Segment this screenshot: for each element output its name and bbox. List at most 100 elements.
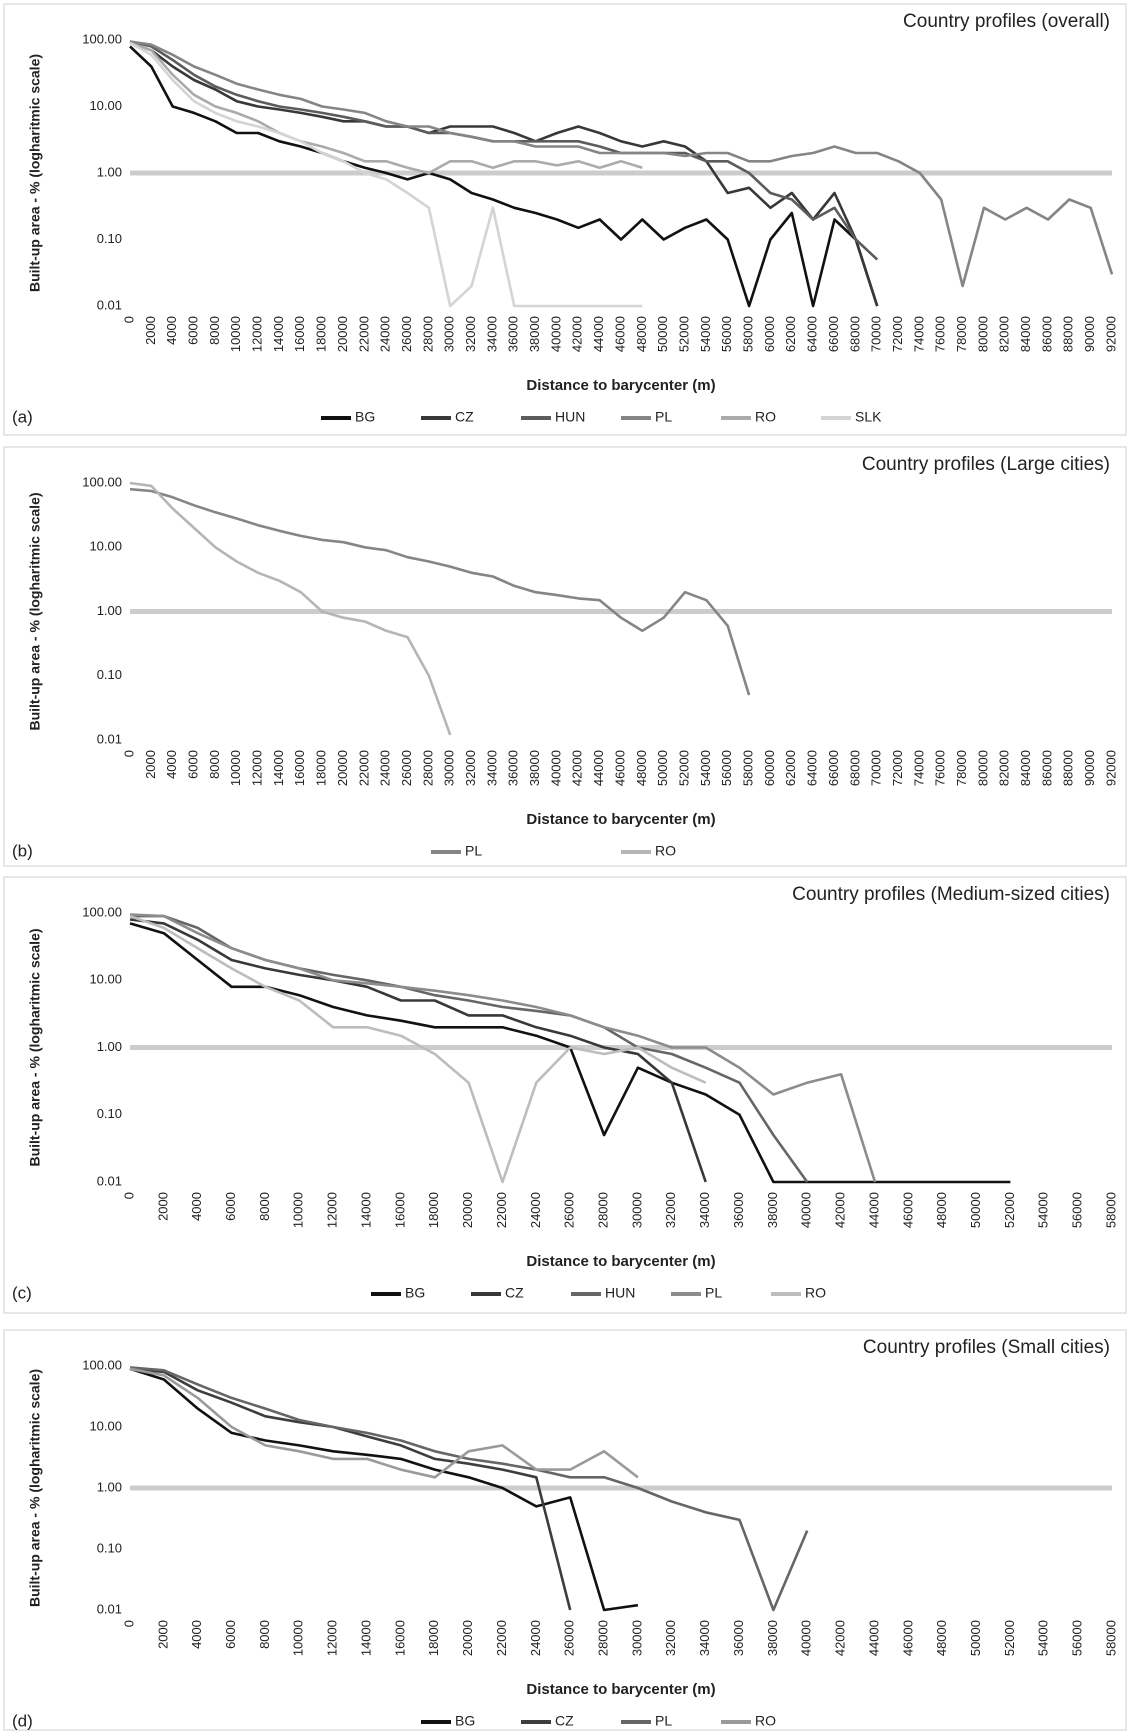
x-tick-label: 50000	[968, 1192, 983, 1228]
x-tick-label: 42000	[570, 750, 585, 786]
legend-label: PL	[465, 843, 482, 859]
x-tick-label: 16000	[292, 750, 307, 786]
x-tick-label: 58000	[1103, 1620, 1118, 1656]
x-tick-label: 52000	[676, 750, 691, 786]
y-tick-label: 10.00	[89, 539, 122, 554]
chart-panel: Country profiles (Large cities) Built-up …	[3, 446, 1127, 867]
y-tick-label: 0.01	[97, 731, 122, 746]
x-tick-label: 28000	[596, 1192, 611, 1228]
x-tick-label: 24000	[528, 1620, 543, 1656]
x-tick-label: 4000	[164, 316, 179, 345]
x-tick-label: 28000	[420, 316, 435, 352]
x-tick-label: 0	[121, 1192, 136, 1199]
x-tick-label: 76000	[933, 316, 948, 352]
x-tick-label: 6000	[223, 1620, 238, 1649]
x-tick-label: 14000	[271, 316, 286, 352]
x-tick-label: 76000	[933, 750, 948, 786]
series-line	[129, 41, 879, 307]
x-tick-label: 32000	[463, 316, 478, 352]
x-tick-label: 84000	[1018, 316, 1033, 352]
x-tick-label: 0	[121, 316, 136, 323]
y-tick-label: 10.00	[89, 972, 122, 987]
x-tick-label: 32000	[463, 750, 478, 786]
x-tick-label: 52000	[676, 316, 691, 352]
x-tick-label: 36000	[731, 1192, 746, 1228]
x-tick-label: 58000	[741, 316, 756, 352]
x-tick-label: 42000	[833, 1620, 848, 1656]
legend-label: RO	[805, 1285, 826, 1301]
x-tick-label: 52000	[1002, 1192, 1017, 1228]
legend-label: CZ	[455, 409, 474, 425]
series-line	[129, 1366, 809, 1612]
x-tick-label: 12000	[325, 1620, 340, 1656]
x-tick-label: 0	[121, 750, 136, 757]
x-tick-label: 40000	[548, 750, 563, 786]
series-line	[129, 40, 1114, 288]
x-tick-label: 54000	[698, 316, 713, 352]
x-tick-label: 6000	[185, 750, 200, 779]
legend-label: BG	[405, 1285, 425, 1301]
x-tick-label: 20000	[460, 1192, 475, 1228]
series-line	[129, 922, 1011, 1184]
x-tick-label: 56000	[719, 750, 734, 786]
x-tick-label: 40000	[799, 1620, 814, 1656]
x-tick-label: 16000	[392, 1620, 407, 1656]
x-tick-label: 54000	[1036, 1192, 1051, 1228]
x-tick-label: 64000	[805, 750, 820, 786]
x-tick-label: 38000	[765, 1192, 780, 1228]
x-tick-label: 26000	[562, 1620, 577, 1656]
x-tick-label: 12000	[325, 1192, 340, 1228]
x-tick-label: 0	[121, 1620, 136, 1627]
legend-label: BG	[455, 1713, 475, 1729]
x-tick-label: 46000	[612, 316, 627, 352]
x-tick-label: 18000	[314, 316, 329, 352]
x-tick-label: 78000	[954, 750, 969, 786]
x-tick-label: 58000	[1103, 1192, 1118, 1228]
x-tick-label: 48000	[634, 316, 649, 352]
x-tick-label: 46000	[612, 750, 627, 786]
series-line	[129, 1367, 639, 1612]
x-tick-label: 80000	[975, 316, 990, 352]
x-tick-label: 30000	[629, 1620, 644, 1656]
y-tick-label: 0.10	[97, 667, 122, 682]
x-tick-label: 46000	[900, 1620, 915, 1656]
x-tick-label: 82000	[997, 316, 1012, 352]
x-tick-label: 8000	[207, 316, 222, 345]
x-tick-label: 12000	[250, 750, 265, 786]
panel-label: (a)	[12, 407, 33, 426]
x-tick-label: 26000	[399, 750, 414, 786]
x-tick-label: 90000	[1082, 316, 1097, 352]
y-axis-title: Built-up area - % (logharitmic scale)	[27, 492, 43, 730]
x-tick-label: 68000	[847, 316, 862, 352]
x-tick-label: 30000	[442, 750, 457, 786]
panel-border	[3, 446, 1127, 867]
x-tick-label: 24000	[378, 750, 393, 786]
x-tick-label: 2000	[143, 316, 158, 345]
panel-border	[3, 3, 1127, 436]
y-tick-label: 0.01	[97, 1173, 122, 1188]
chart-panel: Country profiles (overall) Built-up area …	[3, 3, 1127, 436]
legend-label: PL	[655, 409, 672, 425]
series-line	[129, 45, 879, 308]
x-tick-label: 4000	[164, 750, 179, 779]
x-tick-label: 38000	[765, 1620, 780, 1656]
x-tick-label: 86000	[1039, 316, 1054, 352]
series-line	[129, 481, 452, 736]
x-tick-label: 68000	[847, 750, 862, 786]
series-line	[129, 1367, 572, 1611]
x-tick-label: 32000	[663, 1192, 678, 1228]
x-tick-label: 18000	[314, 750, 329, 786]
x-tick-label: 56000	[1070, 1192, 1085, 1228]
y-tick-label: 0.10	[97, 1540, 122, 1555]
y-tick-label: 100.00	[82, 474, 122, 489]
series-line	[129, 918, 707, 1183]
x-tick-label: 24000	[378, 316, 393, 352]
x-tick-label: 4000	[189, 1192, 204, 1221]
chart-title: Country profiles (Large cities)	[862, 454, 1110, 475]
x-tick-label: 40000	[799, 1192, 814, 1228]
x-tick-label: 20000	[335, 316, 350, 352]
x-tick-label: 20000	[460, 1620, 475, 1656]
x-tick-label: 26000	[562, 1192, 577, 1228]
x-tick-label: 30000	[629, 1192, 644, 1228]
x-tick-label: 10000	[228, 750, 243, 786]
